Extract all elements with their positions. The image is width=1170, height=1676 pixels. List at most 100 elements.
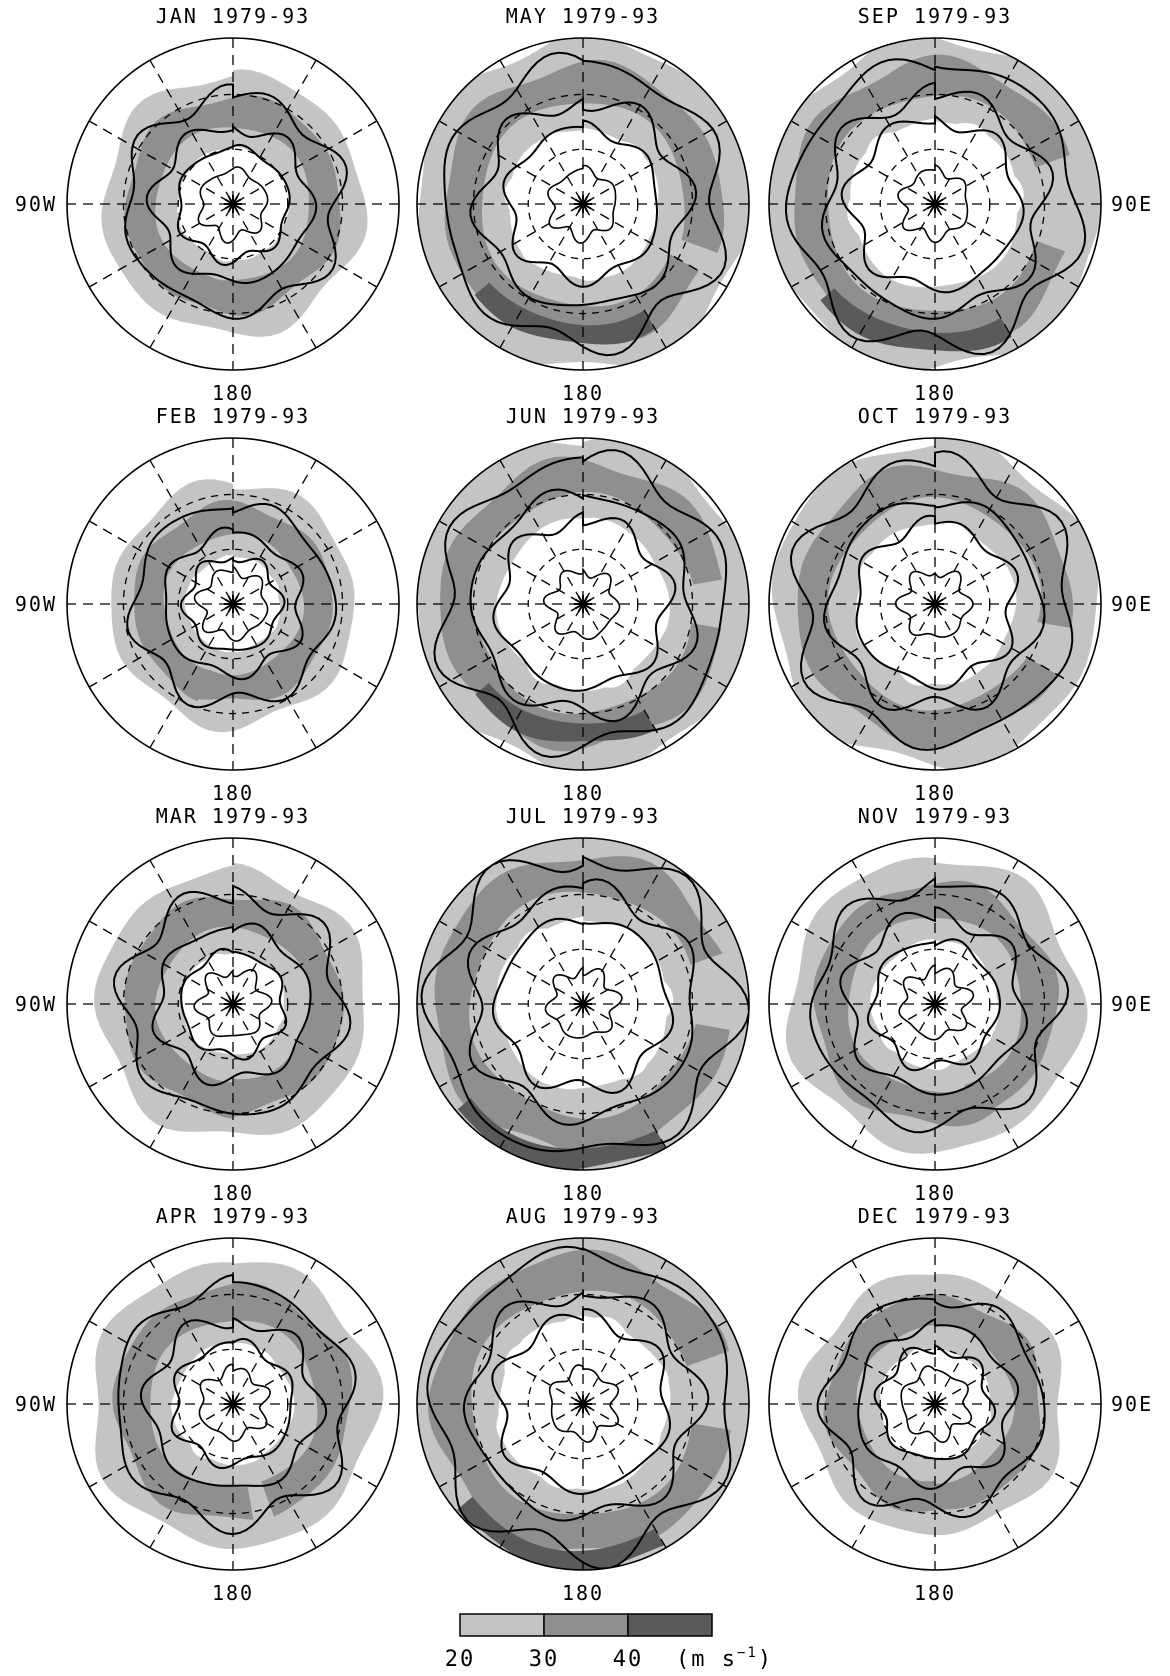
lon-label-180: 180 [212,381,254,405]
contour-line [839,905,1029,1096]
panel-title: NOV 1979-93 [858,804,1012,828]
meridian-line [790,920,1080,1088]
contour-line [789,450,1074,751]
polar-panel: JAN 1979-93 180 90W [15,4,400,405]
panel-title: AUG 1979-93 [506,1204,660,1228]
lon-label-90e: 90E [1111,992,1153,1016]
lon-label-90e: 90E [1111,592,1153,616]
meridian-line [88,1320,378,1488]
lon-label-180: 180 [562,1581,604,1605]
polar-panel: JUN 1979-93 180 [416,404,750,805]
colorbar-box-30-40 [543,1613,629,1637]
contour-line [492,510,677,692]
meridian-line [149,59,317,349]
shade-40 [820,288,1012,352]
panel-shading [101,69,368,337]
meridian-line [790,520,1080,688]
meridian-line [851,459,1019,749]
lon-label-90w: 90W [15,592,57,616]
colorbar-box-40-plus [627,1613,713,1637]
meridian-line [438,920,728,1088]
colorbar-label-20: 20 [445,1647,476,1672]
contour-line [426,1245,732,1570]
meridian-line [851,459,1019,749]
lon-label-180: 180 [914,1181,956,1205]
shade-30 [124,95,341,317]
unit-exponent: −1 [737,1645,758,1661]
meridian-line [149,459,317,749]
contour-line [466,878,695,1126]
contour-line [469,96,698,307]
panel-title: JUN 1979-93 [506,404,660,428]
lon-label-90w: 90W [15,192,57,216]
contour-line [420,855,749,1153]
contour-line [547,164,617,244]
meridian-line [851,859,1019,1149]
polar-panel: MAY 1979-93 180 [416,4,750,405]
meridian-line [149,859,317,1149]
meridian-line [499,59,667,349]
meridian-line [438,120,728,288]
colorbar-unit-label: (m s−1) [676,1645,773,1672]
pole-marker [227,995,239,1013]
meridian-line [499,859,667,1149]
panel-title: OCT 1979-93 [858,404,1012,428]
pole-marker [577,595,589,613]
panel-title: FEB 1979-93 [156,404,310,428]
panel-title: DEC 1979-93 [858,1204,1012,1228]
contour-line [898,963,975,1041]
meridian-line [88,520,378,688]
meridian-line [499,1259,667,1549]
contour-line [462,1290,710,1522]
panel-boundary [768,1237,1102,1571]
contour-line [491,917,675,1095]
contour-line [823,501,1046,712]
lon-label-90e: 90E [1111,1392,1153,1416]
meridian-line [851,59,1019,349]
shade-40 [474,282,655,345]
contour-line [855,514,1020,691]
meridian-line [88,1320,378,1488]
meridian-line [851,1259,1019,1549]
contour-line [126,503,338,709]
meridian-line [499,859,667,1149]
pole-marker [227,1395,239,1413]
panel-boundary [416,1237,750,1571]
colorbar-label-40: 40 [613,1647,644,1672]
contour-line [502,119,659,288]
pole-marker [227,595,239,613]
meridian-line [851,1259,1019,1549]
polar-panel: AUG 1979-93 180 [416,1204,750,1605]
panel-title: MAR 1979-93 [156,804,310,828]
contour-line [809,876,1070,1134]
contour-line [469,488,699,723]
meridian-line [499,59,667,349]
contour-line [784,58,1087,356]
unit-text: (m s [676,1647,737,1672]
colorbar-box-20-30 [459,1613,545,1637]
meridian-line [88,520,378,688]
contour-line [124,83,348,320]
lon-label-180: 180 [212,1181,254,1205]
panel-boundary [66,37,400,371]
polar-panel: SEP 1979-93 180 90E [768,4,1151,405]
contour-line [840,113,1025,294]
lon-label-180: 180 [914,381,956,405]
lon-label-180: 180 [212,781,254,805]
meridian-line [438,1320,728,1488]
panel-shading [786,857,1088,1154]
lon-label-180: 180 [914,781,956,805]
lon-label-180: 180 [562,781,604,805]
lon-label-180: 180 [914,1581,956,1605]
lon-label-90w: 90W [15,1392,57,1416]
polar-panel: NOV 1979-93 180 90E [768,804,1153,1205]
lon-label-180: 180 [562,1181,604,1205]
shade-40 [475,683,656,742]
contour-line [117,1273,357,1536]
meridian-line [438,520,728,688]
meridian-line [149,459,317,749]
panel-shading [418,38,749,366]
polar-panel: DEC 1979-93 180 90E [768,1204,1153,1605]
meridian-line [438,120,728,288]
